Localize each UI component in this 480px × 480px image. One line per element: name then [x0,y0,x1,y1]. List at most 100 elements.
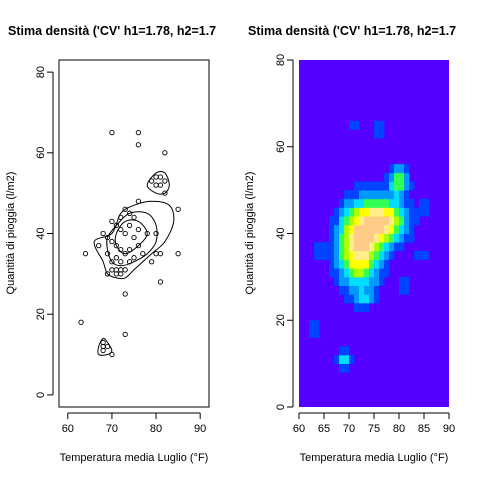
heatmap-cell [379,276,385,286]
data-point [122,267,128,273]
heatmap-cell [374,233,380,243]
data-point [104,234,111,241]
heatmap-cell [399,285,405,295]
heatmap-cell [319,250,325,260]
heatmap-cell [384,181,390,191]
data-point [140,251,146,257]
heatmap-cell [334,276,340,286]
heatmap-cell [374,190,380,200]
heatmap-cell [364,233,370,243]
data-point [126,259,133,265]
heatmap-cell [399,172,405,182]
y-tick-label: 80 [35,66,47,78]
data-point [131,255,137,261]
heatmap-cell [354,302,360,312]
heatmap-cell [399,233,405,243]
heatmap-cell [364,276,370,286]
x-axis: 60 70 80 90 [62,412,206,435]
heatmap-cell [409,224,415,234]
data-point [109,351,115,358]
heatmap-cell [379,207,385,217]
heatmap-cell [359,207,365,217]
heatmap-cell [349,233,355,243]
heatmap-cell [344,216,350,226]
heatmap-cell [359,259,365,269]
heatmap-cell [409,181,415,191]
heatmap-cell [364,285,370,295]
heatmap-cell [369,259,375,269]
heatmap-cell [409,207,415,217]
heatmap-cell [354,216,360,226]
x-axis: 60 65 70 75 80 85 90 [293,412,455,435]
heatmap-cell [379,198,385,208]
heatmap-cell [344,250,350,260]
heatmap-cell [329,216,335,226]
y-tick-label: 20 [35,308,47,320]
heatmap-cell [354,120,360,130]
heatmap-cell [374,294,380,304]
data-points [78,129,181,358]
heatmap-cell [369,216,375,226]
heatmap-cell [414,207,420,217]
heatmap-cell [369,207,375,217]
heatmap-cell [319,242,325,252]
heatmap-cell [369,198,375,208]
heatmap-cell [359,198,365,208]
heatmap-cell [339,285,345,295]
heatmap-cell [344,268,350,278]
heatmap-cell [354,294,360,304]
data-point [113,222,120,229]
data-point [153,182,159,188]
heatmap-cell [369,233,375,243]
heatmap-cell [409,216,415,226]
heatmap-cell [334,250,340,260]
heatmap-cell [399,190,405,200]
data-point [109,129,115,136]
contour-line-middle [106,211,158,267]
heatmap-cell [394,233,400,243]
data-point [126,222,133,229]
heatmap-cell [394,242,400,252]
heatmap-cell [374,285,380,295]
heatmap-cell [404,207,410,217]
heatmap-cell [359,224,365,234]
heatmap-cell [354,242,360,252]
heatmap-cell [349,207,355,217]
heatmap-cell [364,216,370,226]
heatmap-cell [339,346,345,356]
heatmap-cell [344,233,350,243]
heatmap-cell [404,181,410,191]
data-point [104,251,111,257]
data-point [135,198,142,204]
heatmap-cell [379,224,385,234]
data-point [109,259,115,265]
y-tick-label: 60 [275,141,287,153]
y-axis: 0 20 40 60 80 [275,54,294,410]
x-axis-label: Temperatura media Luglio (°F) [300,452,449,464]
heatmap-cell [339,233,345,243]
heatmap-cell [384,224,390,234]
heatmap-cell [364,268,370,278]
heatmap-cell [369,268,375,278]
heatmap-cell [389,216,395,226]
heatmap-cell [339,242,345,252]
data-point [78,319,84,325]
data-point [148,259,155,265]
heatmap-cell [334,354,340,365]
heatmap-cell [384,233,390,243]
heatmap-cell [349,250,355,260]
heatmap-cell [369,250,375,260]
heatmap-cell [399,164,405,174]
heatmap-cell [394,198,400,208]
heatmap-cell [379,268,385,278]
heatmap-cell [399,181,405,191]
chart-title: Stima densità ('CV' h1=1.78, h2=1.7 [248,24,456,38]
data-point [100,230,106,237]
heatmap-cell [339,354,345,365]
heatmap-cell [314,242,320,252]
data-point [126,246,133,253]
x-tick-label: 85 [418,423,430,435]
heatmap-cell [339,250,345,260]
heatmap-cell [374,198,380,208]
heatmap-cell [384,216,390,226]
